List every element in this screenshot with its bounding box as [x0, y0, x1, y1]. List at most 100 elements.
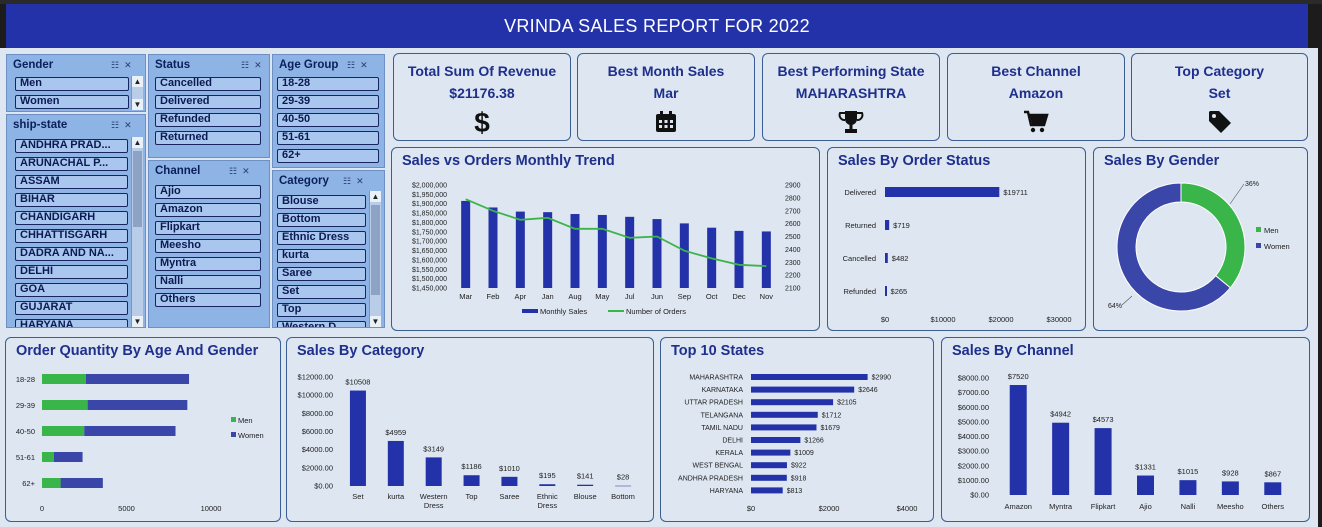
legend-label: Women	[238, 431, 264, 440]
kpi-value: Set	[1208, 85, 1231, 101]
scroll-thumb[interactable]	[133, 151, 142, 227]
slicer-item[interactable]: 29-39	[277, 95, 379, 109]
bar-monthly-sales	[761, 231, 771, 288]
y-tick-label: $1,550,000	[412, 267, 447, 274]
slicer-title: Gender	[13, 59, 54, 71]
slicer-item[interactable]: 40-50	[277, 113, 379, 127]
slicer-item[interactable]: Myntra	[155, 257, 261, 271]
slicer-age-group: Age Group ☷✕ 18-28 29-39 40-50 51-61 62+	[272, 54, 385, 168]
kpi-value: $21176.38	[449, 85, 515, 101]
x-tick-label: Jul	[625, 292, 635, 301]
slicer-title: Channel	[155, 165, 201, 177]
slicer-ship-state: ship-state ☷✕ ▲ ▼ ANDHRA PRAD... ARUNACHAL…	[6, 114, 146, 328]
y-tick-label: $5000.00	[958, 417, 989, 426]
slicer-item[interactable]: HARYANA	[15, 319, 128, 327]
filter-icons[interactable]: ☷✕	[241, 60, 267, 70]
data-label: $1186	[461, 462, 481, 471]
slicer-item[interactable]: Cancelled	[155, 77, 261, 91]
y2-tick-label: 2700	[785, 208, 801, 215]
slicer-item[interactable]: GUJARAT	[15, 301, 128, 315]
bar-monthly-sales	[543, 212, 553, 288]
scroll-up-icon[interactable]: ▲	[132, 76, 143, 87]
bar-status	[885, 253, 888, 263]
slicer-item-men[interactable]: Men	[15, 77, 129, 91]
legend-swatch-sales	[522, 309, 538, 313]
bar-state	[751, 411, 818, 418]
scrollbar[interactable]: ▲ ▼	[369, 191, 381, 327]
x-tick-label: Jan	[542, 292, 554, 301]
bar-status	[885, 286, 887, 296]
slicer-item[interactable]: 18-28	[277, 77, 379, 91]
slicer-item[interactable]: Amazon	[155, 203, 261, 217]
card-age-gender: Order Quantity By Age And Gender 18-28 29…	[5, 337, 281, 522]
slicer-title: Status	[155, 59, 191, 71]
data-label: $2990	[872, 375, 892, 382]
slicer-item[interactable]: 51-61	[277, 131, 379, 145]
slicer-title: Age Group	[279, 59, 339, 71]
slicer-item[interactable]: DELHI	[15, 265, 128, 279]
slicer-item-women[interactable]: Women	[15, 95, 129, 109]
slicer-item[interactable]: Bottom	[277, 213, 366, 227]
data-label: $1015	[1177, 467, 1198, 476]
slicer-item[interactable]: ASSAM	[15, 175, 128, 189]
card-category: Sales By Category $12000.00 $10000.00 $800…	[286, 337, 654, 522]
data-label: $1266	[804, 438, 824, 445]
y-tick-label: KERALA	[715, 450, 743, 457]
scroll-up-icon[interactable]: ▲	[370, 191, 381, 202]
slicer-item[interactable]: CHHATTISGARH	[15, 229, 128, 243]
slicer-item[interactable]: Refunded	[155, 113, 261, 127]
slicer-item[interactable]: Blouse	[277, 195, 366, 209]
scrollbar[interactable]: ▲ ▼	[131, 137, 143, 327]
slicer-item[interactable]: DADRA AND NA...	[15, 247, 128, 261]
slicer-item[interactable]: Flipkart	[155, 221, 261, 235]
data-label: 64%	[1108, 303, 1122, 310]
scroll-thumb[interactable]	[371, 205, 380, 295]
slicer-item[interactable]: Saree	[277, 267, 366, 281]
slicer-item[interactable]: kurta	[277, 249, 366, 263]
bar-state	[751, 449, 791, 456]
filter-icons[interactable]: ☷✕	[347, 60, 373, 70]
y-tick-label: $0.00	[314, 482, 333, 491]
scroll-down-icon[interactable]: ▼	[132, 99, 143, 110]
slicer-item[interactable]: Others	[155, 293, 261, 307]
slicer-item[interactable]: Meesho	[155, 239, 261, 253]
x-tick-label: Oct	[706, 292, 719, 301]
slicer-item[interactable]: Western D...	[277, 321, 366, 327]
slicer-item[interactable]: Set	[277, 285, 366, 299]
filter-icons[interactable]: ☷✕	[343, 176, 369, 186]
scroll-down-icon[interactable]: ▼	[370, 316, 381, 327]
slicer-item[interactable]: Nalli	[155, 275, 261, 289]
slicer-item[interactable]: 62+	[277, 149, 379, 163]
bar-state	[751, 399, 834, 406]
y-tick-label: $8000.00	[958, 374, 989, 383]
bar-monthly-sales	[488, 207, 498, 288]
y-tick-label: $1,450,000	[412, 286, 447, 293]
donut-slice	[1180, 182, 1246, 289]
bar-category	[615, 485, 632, 487]
dashboard-canvas: Gender ☷✕ Men Women ▲ ▼ ship-state ☷✕ ▲ ▼ …	[0, 48, 1318, 527]
filter-icons[interactable]: ☷✕	[229, 166, 255, 176]
legend-label: Men	[238, 416, 253, 425]
filter-icons[interactable]: ☷✕	[111, 120, 137, 130]
slicer-item[interactable]: Top	[277, 303, 366, 317]
slicer-item[interactable]: Delivered	[155, 95, 261, 109]
y-tick-label: $8000.00	[302, 409, 333, 418]
slicer-item[interactable]: BIHAR	[15, 193, 128, 207]
filter-icons[interactable]: ☷✕	[111, 60, 137, 70]
data-label: $4573	[1093, 415, 1114, 424]
x-tick-label: May	[595, 292, 609, 301]
chart-title: Sales By Gender	[1104, 153, 1220, 169]
scroll-down-icon[interactable]: ▼	[132, 316, 143, 327]
chart-title: Sales vs Orders Monthly Trend	[402, 153, 615, 169]
slicer-item[interactable]: Ajio	[155, 185, 261, 199]
slicer-item[interactable]: CHANDIGARH	[15, 211, 128, 225]
y2-tick-label: 2800	[785, 195, 801, 202]
scroll-up-icon[interactable]: ▲	[132, 137, 143, 148]
slicer-item[interactable]: GOA	[15, 283, 128, 297]
x-tick-label: $0	[747, 504, 755, 513]
slicer-item[interactable]: ARUNACHAL P...	[15, 157, 128, 171]
slicer-item[interactable]: Ethnic Dress	[277, 231, 366, 245]
slicer-item[interactable]: Returned	[155, 131, 261, 145]
slicer-item[interactable]: ANDHRA PRAD...	[15, 139, 128, 153]
scrollbar[interactable]: ▲ ▼	[131, 76, 143, 110]
